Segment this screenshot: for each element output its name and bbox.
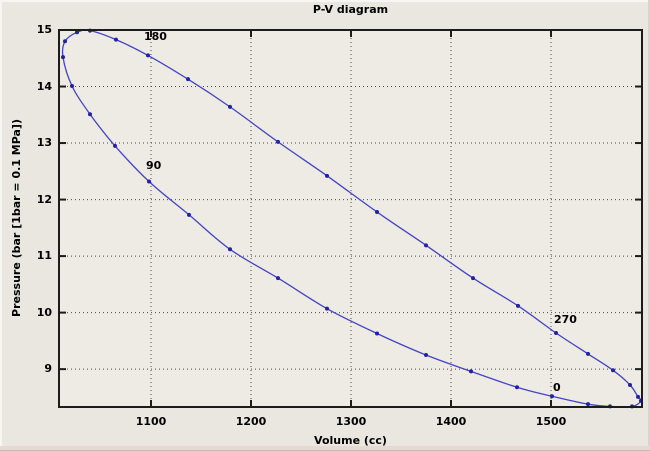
data-point-marker xyxy=(63,39,67,44)
data-point-marker xyxy=(325,173,329,178)
data-point-marker xyxy=(186,77,190,82)
data-point-marker xyxy=(61,55,65,60)
data-point-marker xyxy=(228,247,232,252)
data-point-marker xyxy=(228,104,232,109)
data-point-marker xyxy=(375,210,379,214)
data-point-marker xyxy=(586,402,590,407)
window-edge-left xyxy=(0,0,2,451)
data-point-marker xyxy=(471,276,475,281)
x-axis-label: Volume (cc) xyxy=(314,434,387,447)
data-point-marker xyxy=(276,276,280,281)
x-tick-label: 1500 xyxy=(535,415,567,428)
data-point-marker xyxy=(469,369,473,374)
data-point-marker xyxy=(611,368,615,373)
y-tick-label: 14 xyxy=(36,79,52,93)
data-point-marker xyxy=(187,212,191,217)
data-point-marker xyxy=(516,303,520,308)
data-point-marker xyxy=(636,394,640,399)
y-tick-label: 12 xyxy=(36,192,52,206)
window-edge-right xyxy=(648,0,650,451)
chart-title: P-V diagram xyxy=(312,3,389,16)
data-point-marker xyxy=(325,306,329,311)
y-tick-label: 15 xyxy=(36,23,52,36)
y-tick-label: 9 xyxy=(44,362,52,376)
data-point-marker xyxy=(114,37,118,42)
data-point-marker xyxy=(586,351,590,356)
crank-angle-annotation: 270 xyxy=(554,312,577,326)
data-point-marker xyxy=(113,143,117,148)
crank-angle-annotation: 90 xyxy=(146,159,162,173)
data-point-marker xyxy=(515,385,519,390)
data-point-marker xyxy=(628,382,632,387)
y-tick-label: 10 xyxy=(36,305,52,319)
data-point-marker xyxy=(554,330,558,335)
data-point-marker xyxy=(75,30,79,35)
data-point-marker xyxy=(276,139,280,144)
x-tick-label: 1300 xyxy=(335,415,367,428)
data-point-marker xyxy=(424,353,428,357)
data-point-marker xyxy=(424,243,428,248)
data-point-marker xyxy=(550,394,554,399)
crank-angle-annotation: 0 xyxy=(553,380,561,394)
x-tick-label: 1400 xyxy=(435,415,467,428)
y-tick-label: 13 xyxy=(36,136,52,150)
x-tick-label: 1100 xyxy=(135,415,167,428)
y-tick-label: 11 xyxy=(36,249,52,263)
data-point-marker xyxy=(146,53,150,58)
window-edge-top xyxy=(0,0,650,2)
crank-angle-annotation: 180 xyxy=(144,29,167,43)
data-point-marker xyxy=(375,331,379,336)
x-tick-label: 1200 xyxy=(235,415,267,428)
data-point-marker xyxy=(147,179,151,184)
window-edge-bottom xyxy=(0,446,650,451)
data-point-marker xyxy=(70,83,74,88)
data-point-marker xyxy=(88,112,92,117)
